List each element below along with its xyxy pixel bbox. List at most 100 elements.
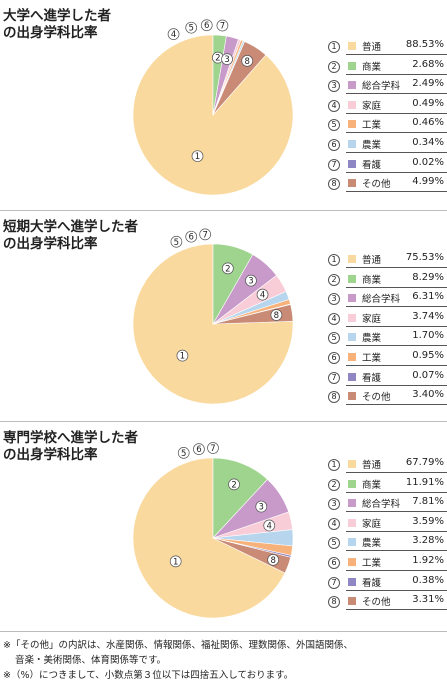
legend-row: 2 商業 11.91%: [328, 476, 447, 495]
legend-value: 3.40%: [412, 389, 444, 401]
legend-underline: [346, 365, 447, 366]
legend-row: 5 工業 0.46%: [328, 116, 447, 135]
legend-label: 工業: [362, 120, 382, 132]
slice-number-label: 5: [185, 21, 198, 34]
slice-number-label: 3: [255, 500, 268, 513]
legend-row: 1 普通 75.53%: [328, 251, 447, 270]
legend-row: 2 商業 2.68%: [328, 58, 447, 77]
legend-underline: [346, 171, 447, 173]
slice-number-label: 3: [221, 53, 233, 65]
legend-value: 3.31%: [412, 594, 444, 606]
legend-label: 看護: [362, 577, 382, 589]
legend-underline: [346, 589, 447, 591]
legend-label: 農業: [362, 333, 382, 345]
legend-underline: [346, 609, 447, 611]
pie-slice-1: [132, 457, 286, 619]
legend-underline: [346, 345, 447, 347]
legend-swatch: [348, 179, 356, 188]
legend-swatch: [348, 274, 356, 283]
legend-number: 4: [328, 312, 340, 325]
svg-text:6: 6: [196, 445, 201, 455]
legend-label: 看護: [362, 159, 382, 171]
legend-row: 4 家庭 3.74%: [328, 310, 447, 329]
legend-number: 5: [328, 537, 340, 550]
legend-value: 75.53%: [405, 252, 444, 263]
svg-text:7: 7: [210, 444, 215, 454]
svg-text:2: 2: [225, 264, 230, 274]
svg-text:1: 1: [173, 557, 178, 567]
legend-swatch: [348, 294, 356, 303]
legend-label: 看護: [362, 372, 382, 384]
legend-value: 3.28%: [412, 535, 444, 547]
slice-number-label: 6: [200, 19, 213, 31]
legend-row: 7 看護 0.38%: [328, 574, 447, 593]
legend-underline: [346, 267, 447, 268]
legend-label: 家庭: [362, 100, 382, 112]
legend-label: 商業: [362, 479, 382, 491]
svg-text:4: 4: [171, 30, 176, 40]
legend-row: 1 普通 88.53%: [328, 38, 447, 57]
legend-row: 3 総合学科 6.31%: [328, 290, 447, 309]
svg-text:1: 1: [180, 352, 185, 362]
legend-row: 4 家庭 3.59%: [328, 515, 447, 534]
legend-swatch: [348, 120, 356, 129]
legend-value: 88.53%: [405, 39, 444, 50]
legend-value: 0.07%: [412, 369, 444, 381]
legend-number: 2: [328, 60, 340, 73]
legend-value: 0.46%: [412, 117, 444, 129]
section-divider: [0, 421, 447, 422]
legend-row: 6 農業 0.34%: [328, 136, 447, 155]
legend-swatch: [348, 100, 356, 109]
svg-text:5: 5: [174, 238, 179, 248]
svg-text:1: 1: [195, 152, 200, 162]
svg-text:3: 3: [224, 55, 229, 65]
svg-text:3: 3: [259, 503, 264, 513]
legend-value: 2.68%: [412, 58, 444, 70]
legend-swatch: [348, 140, 356, 148]
legend-swatch: [348, 372, 356, 381]
slice-number-label: 3: [245, 274, 257, 287]
svg-text:2: 2: [215, 54, 220, 64]
legend-value: 2.49%: [412, 78, 444, 90]
chart-title: 短期大学へ進学した者 の出身学科比率: [3, 219, 138, 253]
legend-underline: [346, 152, 447, 153]
legend-number: 8: [328, 391, 340, 404]
legend-number: 2: [328, 273, 340, 286]
slice-number-label: 2: [228, 478, 240, 490]
legend-swatch: [348, 460, 356, 468]
svg-text:5: 5: [189, 24, 194, 34]
svg-text:7: 7: [220, 21, 225, 31]
svg-text:8: 8: [270, 556, 275, 566]
legend-row: 8 その他 3.31%: [328, 593, 447, 612]
legend-value: 11.91%: [405, 476, 444, 488]
legend-value: 7.81%: [412, 496, 444, 508]
legend-label: 普通: [362, 42, 382, 53]
chart-title-line-1: 大学へ進学した者: [3, 8, 111, 24]
legend-label: その他: [362, 597, 391, 609]
legend-value: 3.59%: [412, 515, 444, 527]
legend-underline: [346, 132, 447, 134]
legend-swatch: [348, 577, 356, 586]
legend-row: 3 総合学科 2.49%: [328, 77, 447, 96]
legend-underline: [346, 286, 447, 288]
slice-number-label: 8: [270, 309, 283, 321]
legend-swatch: [348, 353, 356, 361]
legend-value: 6.31%: [412, 291, 444, 303]
legend-number: 3: [328, 293, 340, 306]
slice-number-label: 8: [241, 55, 254, 67]
legend-label: 家庭: [362, 518, 382, 530]
legend-value: 0.49%: [412, 97, 444, 109]
legend-label: 普通: [362, 255, 382, 266]
slice-number-label: 2: [221, 262, 234, 274]
legend-row: 6 工業 0.95%: [328, 349, 447, 368]
slice-number-label: 5: [170, 235, 183, 248]
legend-number: 5: [328, 332, 340, 345]
legend-underline: [346, 73, 447, 75]
legend-number: 5: [328, 119, 340, 132]
slice-number-label: 1: [169, 555, 182, 567]
footnote-line: 音楽・美術関係、体育関係等です。: [15, 655, 167, 666]
legend-label: 家庭: [362, 313, 382, 325]
legend-label: 総合学科: [362, 499, 401, 511]
legend-row: 8 その他 3.40%: [328, 388, 447, 407]
